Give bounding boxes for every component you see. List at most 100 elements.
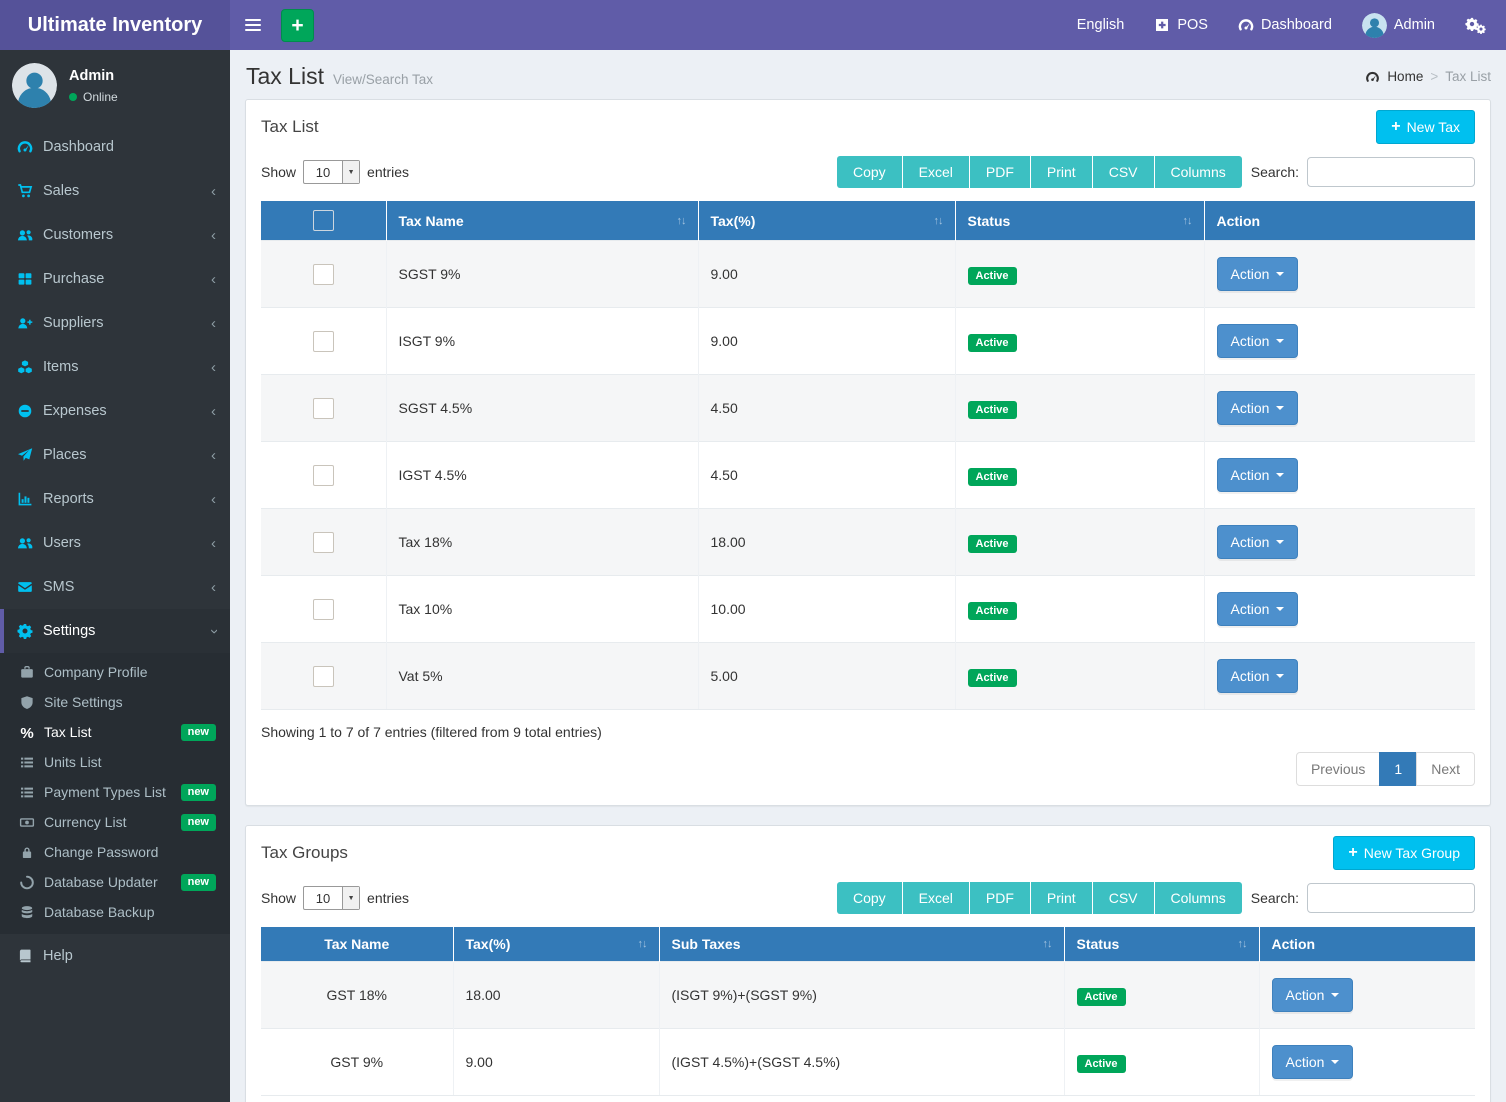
nav-pos[interactable]: POS bbox=[1139, 0, 1223, 50]
pagination-page-1[interactable]: 1 bbox=[1379, 752, 1417, 786]
search-label: Search: bbox=[1251, 890, 1299, 906]
status-cell: Active bbox=[955, 308, 1204, 375]
search-input[interactable] bbox=[1307, 157, 1475, 187]
action-button[interactable]: Action bbox=[1217, 257, 1299, 291]
row-checkbox[interactable] bbox=[313, 465, 334, 486]
column-header-status[interactable]: Status↑↓ bbox=[955, 201, 1204, 241]
column-header-tax-name[interactable]: Tax Name bbox=[261, 927, 453, 962]
sidebar-item-database-updater[interactable]: Database Updater new bbox=[0, 867, 230, 897]
new-badge: new bbox=[181, 814, 216, 831]
sidebar-item-users[interactable]: Users ‹ bbox=[0, 521, 230, 565]
sidebar-item-expenses[interactable]: Expenses ‹ bbox=[0, 389, 230, 433]
cubes-icon bbox=[16, 359, 34, 375]
sidebar-item-payment-types-list[interactable]: Payment Types List new bbox=[0, 777, 230, 807]
database-icon bbox=[19, 905, 35, 920]
page-length-select[interactable]: 10 ▼ bbox=[303, 886, 360, 910]
export-button[interactable]: CSV bbox=[1093, 156, 1155, 188]
action-cell: Action bbox=[1259, 1029, 1475, 1096]
search-input[interactable] bbox=[1307, 883, 1475, 913]
row-checkbox[interactable] bbox=[313, 666, 334, 687]
sidebar-item-settings[interactable]: Settings ‹ bbox=[0, 609, 230, 653]
nav-settings[interactable] bbox=[1450, 0, 1506, 50]
sidebar-item-sales[interactable]: Sales ‹ bbox=[0, 169, 230, 213]
status-cell: Active bbox=[955, 442, 1204, 509]
action-button[interactable]: Action bbox=[1217, 525, 1299, 559]
sidebar-item-reports[interactable]: Reports ‹ bbox=[0, 477, 230, 521]
page-length-select[interactable]: 10 ▼ bbox=[303, 160, 360, 184]
chevron-left-icon: ‹ bbox=[211, 272, 216, 287]
column-header-sub-taxes[interactable]: Sub Taxes↑↓ bbox=[659, 927, 1064, 962]
sidebar-item-units-list[interactable]: Units List bbox=[0, 747, 230, 777]
row-checkbox[interactable] bbox=[313, 398, 334, 419]
export-button[interactable]: Print bbox=[1031, 882, 1093, 914]
export-button[interactable]: PDF bbox=[970, 156, 1031, 188]
sidebar-item-suppliers[interactable]: Suppliers ‹ bbox=[0, 301, 230, 345]
breadcrumb-home[interactable]: Home bbox=[1387, 69, 1423, 84]
action-cell: Action bbox=[1204, 375, 1475, 442]
export-button[interactable]: PDF bbox=[970, 882, 1031, 914]
quick-add-button[interactable]: + bbox=[281, 9, 314, 42]
status-cell: Active bbox=[955, 241, 1204, 308]
export-button[interactable]: Excel bbox=[903, 882, 970, 914]
new-tax-button[interactable]: + New Tax bbox=[1376, 110, 1475, 144]
table-row: ISGT 9% 9.00 Active Action bbox=[261, 308, 1475, 375]
export-button[interactable]: Columns bbox=[1155, 882, 1242, 914]
action-button[interactable]: Action bbox=[1272, 978, 1354, 1012]
tax-name-cell: Tax 18% bbox=[386, 509, 698, 576]
money-icon bbox=[19, 815, 35, 830]
sidebar-item-purchase[interactable]: Purchase ‹ bbox=[0, 257, 230, 301]
app-logo[interactable]: Ultimate Inventory bbox=[0, 0, 230, 50]
action-button[interactable]: Action bbox=[1272, 1045, 1354, 1079]
sidebar-item-help[interactable]: Help bbox=[0, 934, 230, 978]
lock-icon bbox=[19, 845, 35, 860]
sidebar-item-sms[interactable]: SMS ‹ bbox=[0, 565, 230, 609]
export-button[interactable]: Copy bbox=[837, 156, 903, 188]
row-checkbox[interactable] bbox=[313, 599, 334, 620]
export-button[interactable]: Print bbox=[1031, 156, 1093, 188]
export-button[interactable]: Columns bbox=[1155, 156, 1242, 188]
row-checkbox[interactable] bbox=[313, 532, 334, 553]
column-header-tax-pct[interactable]: Tax(%)↑↓ bbox=[698, 201, 955, 241]
row-checkbox[interactable] bbox=[313, 331, 334, 352]
action-button[interactable]: Action bbox=[1217, 324, 1299, 358]
action-button[interactable]: Action bbox=[1217, 458, 1299, 492]
sidebar-item-dashboard[interactable]: Dashboard bbox=[0, 125, 230, 169]
sidebar-item-database-backup[interactable]: Database Backup bbox=[0, 897, 230, 927]
nav-language[interactable]: English bbox=[1062, 0, 1140, 50]
row-checkbox[interactable] bbox=[313, 264, 334, 285]
briefcase-icon bbox=[19, 665, 35, 680]
export-button[interactable]: Copy bbox=[837, 882, 903, 914]
export-button[interactable]: CSV bbox=[1093, 882, 1155, 914]
refresh-icon bbox=[19, 875, 35, 890]
column-header-tax-pct[interactable]: Tax(%)↑↓ bbox=[453, 927, 659, 962]
sidebar-item-currency-list[interactable]: Currency List new bbox=[0, 807, 230, 837]
tax-group-name-cell: GST 9% bbox=[261, 1029, 453, 1096]
select-arrow-icon: ▼ bbox=[342, 161, 359, 183]
sidebar-item-customers[interactable]: Customers ‹ bbox=[0, 213, 230, 257]
sidebar-item-site-settings[interactable]: Site Settings bbox=[0, 687, 230, 717]
new-tax-group-button[interactable]: + New Tax Group bbox=[1333, 836, 1475, 870]
table-row: Tax 10% 10.00 Active Action bbox=[261, 576, 1475, 643]
sidebar-item-places[interactable]: Places ‹ bbox=[0, 433, 230, 477]
nav-dashboard[interactable]: Dashboard bbox=[1223, 0, 1347, 50]
select-all-header[interactable] bbox=[261, 201, 386, 241]
pagination-previous[interactable]: Previous bbox=[1296, 752, 1380, 786]
bar-chart-icon bbox=[16, 491, 34, 507]
sidebar-item-tax-list[interactable]: % Tax List new bbox=[0, 717, 230, 747]
hamburger-menu-icon[interactable] bbox=[230, 0, 276, 50]
sidebar-item-change-password[interactable]: Change Password bbox=[0, 837, 230, 867]
sidebar-item-items[interactable]: Items ‹ bbox=[0, 345, 230, 389]
action-cell: Action bbox=[1204, 576, 1475, 643]
pagination-next[interactable]: Next bbox=[1416, 752, 1475, 786]
column-header-status[interactable]: Status↑↓ bbox=[1064, 927, 1259, 962]
column-header-tax-name[interactable]: Tax Name↑↓ bbox=[386, 201, 698, 241]
caret-down-icon bbox=[1276, 674, 1284, 678]
nav-user-menu[interactable]: Admin bbox=[1347, 0, 1450, 50]
action-button[interactable]: Action bbox=[1217, 659, 1299, 693]
export-button[interactable]: Excel bbox=[903, 156, 970, 188]
sidebar-item-company-profile[interactable]: Company Profile bbox=[0, 657, 230, 687]
table-row: GST 18% 18.00 (ISGT 9%)+(SGST 9%) Active… bbox=[261, 962, 1475, 1029]
select-all-checkbox[interactable] bbox=[313, 210, 334, 231]
action-button[interactable]: Action bbox=[1217, 592, 1299, 626]
action-button[interactable]: Action bbox=[1217, 391, 1299, 425]
